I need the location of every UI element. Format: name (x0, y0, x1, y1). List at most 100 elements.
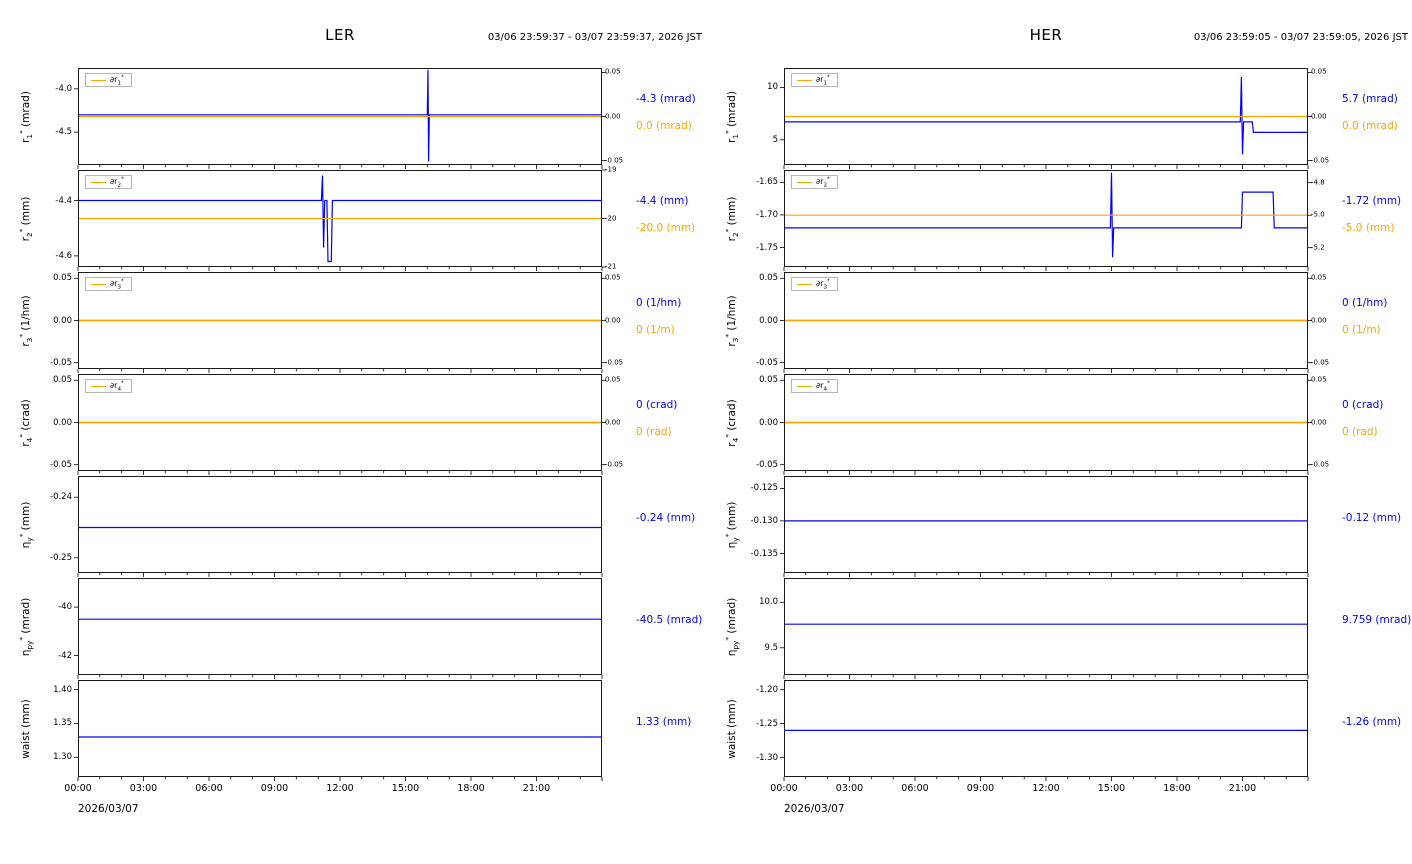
y-tick-label: 0.00 (53, 417, 72, 428)
plot-area-eta-y (780, 476, 1309, 577)
current-value-r4-blue: 0 (crad) (636, 399, 678, 411)
legend-orange-line-icon (797, 385, 812, 387)
plot-panel-r1: r1* (mrad) -4.0 -4.5 0.05 0.00 -0.05 ∂r1* -4.3 … (0, 68, 706, 169)
right-y-tick-label: -0.05 (1311, 156, 1330, 165)
right-y-tick-label: 0.00 (605, 316, 621, 324)
plot-panel-r2: r2* (mm) -4.4 -4.6 -19 -20 -21 ∂r2* -4.4 (mm) -2… (0, 165, 706, 271)
current-value-r2-blue: -1.72 (mm) (1342, 195, 1402, 207)
right-y-tick-label: -19 (605, 165, 617, 174)
y-tick-label: -1.30 (756, 752, 778, 763)
right-y-tick-label: 0.05 (1311, 273, 1327, 282)
plot-frame (78, 68, 602, 165)
y-tick-label: -1.70 (756, 209, 778, 220)
plot-svg-waist (74, 680, 603, 781)
axis-ticks (780, 487, 1309, 577)
y-tick-label: 10.0 (759, 597, 778, 608)
right-y-tick-label: 0.00 (605, 112, 621, 120)
y-axis-label-eta-y: ηy* (mm) (17, 501, 35, 548)
plot-frame (78, 578, 602, 675)
legend-orange-line-icon (91, 283, 106, 285)
x-tick-label: 12:00 (1032, 783, 1060, 794)
current-value-r3-orange: 0 (1/m) (1342, 324, 1381, 336)
plot-svg-r1 (780, 68, 1312, 169)
legend-label: ∂r4* (110, 380, 124, 393)
series-line-blue (784, 172, 1308, 258)
right-y-tick-label: -5.2 (1311, 243, 1325, 252)
y-tick-label: 5 (772, 134, 778, 145)
plot-svg-eta-py (780, 578, 1309, 679)
x-tick-label: 18:00 (1163, 783, 1191, 794)
series-line-blue (784, 76, 1308, 155)
y-tick-label: -1.65 (756, 177, 778, 188)
plot-svg-r4 (74, 374, 606, 475)
plot-frame (78, 272, 602, 369)
legend-r3: ∂r3* (791, 277, 838, 291)
plot-svg-r2 (74, 169, 606, 271)
right-y-tick-label: -0.05 (605, 156, 624, 165)
plot-frame (78, 476, 602, 573)
current-value-r1-blue: -4.3 (mrad) (636, 93, 696, 105)
plot-frame (784, 374, 1308, 471)
right-y-tick-label: -4.8 (1311, 178, 1325, 187)
y-tick-label: 0.05 (759, 273, 778, 284)
plot-svg-waist (780, 680, 1309, 781)
plot-panel-waist: waist (mm) 1.40 1.35 1.30 1.33 (mm) (0, 680, 706, 781)
plot-svg-r1 (74, 68, 606, 169)
axis-ticks (780, 72, 1312, 169)
y-tick-label: -42 (58, 650, 72, 661)
plot-panel-eta-py: ηpy* (mrad) 10.0 9.5 9.759 (mrad) (706, 578, 1412, 679)
right-y-tick-label: 0.05 (1311, 375, 1327, 384)
plot-panel-r3: r3* (1/hm) 0.05 0.00 -0.05 0.05 0.00 -0.05 ∂r3*… (0, 272, 706, 373)
x-tick-label: 09:00 (966, 783, 995, 794)
y-tick-label: 1.35 (53, 718, 72, 729)
axis-ticks (780, 277, 1312, 373)
legend-r3: ∂r3* (85, 277, 132, 291)
plot-area-r3: ∂r3* (74, 272, 606, 373)
plot-svg-r2 (780, 170, 1312, 271)
ler-title: LER (325, 26, 355, 44)
plot-area-r2: ∂r2* (780, 170, 1312, 271)
her-column: HER 03/06 23:59:05 - 03/07 23:59:05, 202… (706, 0, 1412, 864)
y-tick-label: -4.4 (55, 195, 72, 206)
current-value-eta-y-blue: -0.24 (mm) (636, 512, 696, 524)
current-value-r4-orange: 0 (rad) (636, 426, 672, 438)
axis-ticks (780, 181, 1312, 271)
y-axis-label-waist: waist (mm) (20, 698, 32, 759)
legend-label: ∂r4* (816, 380, 830, 393)
current-value-r2-blue: -4.4 (mm) (636, 195, 689, 207)
x-tick-label: 21:00 (522, 783, 551, 794)
right-y-tick-label: -20 (605, 214, 617, 222)
right-y-tick-label: -0.05 (1311, 358, 1330, 367)
plot-area-r2: ∂r2* (74, 169, 606, 271)
y-tick-label: -4.6 (55, 250, 72, 261)
right-y-tick-label: 0.00 (1311, 112, 1327, 120)
plot-svg-r4 (780, 374, 1312, 475)
legend-label: ∂r2* (816, 176, 830, 189)
y-tick-label: -0.130 (750, 515, 778, 526)
plot-svg-eta-y (780, 476, 1309, 577)
current-value-eta-y-blue: -0.12 (mm) (1342, 512, 1402, 524)
current-value-r2-orange: -20.0 (mm) (636, 222, 696, 234)
plot-panel-r2: r2* (mm) -1.65 -1.70 -1.75 -4.8 -5.0 -5.2 ∂r2* -… (706, 170, 1412, 271)
plot-frame (78, 170, 602, 267)
plot-area-r3: ∂r3* (780, 272, 1312, 373)
legend-orange-line-icon (797, 79, 812, 81)
ler-date-label: 2026/03/07 (78, 803, 139, 815)
y-tick-label: -40 (58, 601, 72, 612)
plot-panel-r3: r3* (1/hm) 0.05 0.00 -0.05 0.05 0.00 -0.05 ∂r3*… (706, 272, 1412, 373)
x-tick-label: 21:00 (1228, 783, 1257, 794)
y-tick-label: 0.00 (759, 315, 778, 326)
plot-frame (784, 170, 1308, 267)
x-tick-label: 09:00 (260, 783, 289, 794)
her-time-range: 03/06 23:59:05 - 03/07 23:59:05, 2026 JS… (1193, 32, 1408, 43)
current-value-r1-orange: 0.0 (mrad) (1342, 120, 1398, 132)
y-tick-label: 0.05 (759, 375, 778, 386)
current-value-r3-blue: 0 (1/hm) (636, 297, 682, 309)
plot-frame (78, 680, 602, 777)
plot-panel-eta-y: ηy* (mm) -0.24 -0.25 -0.24 (mm) (0, 476, 706, 577)
y-tick-label: -1.25 (756, 718, 778, 729)
right-y-tick-label: 0.00 (605, 418, 621, 426)
y-tick-label: -0.05 (756, 357, 778, 368)
y-tick-label: -0.05 (756, 459, 778, 470)
plot-area-r1: ∂r1* (780, 68, 1312, 169)
